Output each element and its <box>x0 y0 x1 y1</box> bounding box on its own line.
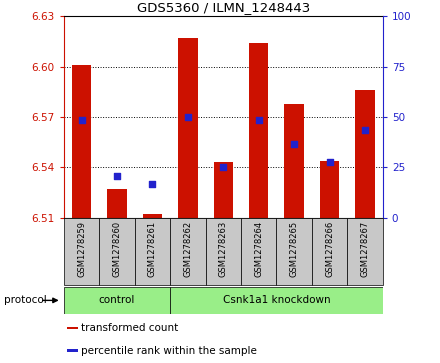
Text: GSM1278263: GSM1278263 <box>219 221 228 277</box>
Point <box>114 173 121 179</box>
Title: GDS5360 / ILMN_1248443: GDS5360 / ILMN_1248443 <box>137 1 310 14</box>
Bar <box>241 218 276 285</box>
Bar <box>178 38 198 218</box>
Point <box>326 159 333 165</box>
Text: protocol: protocol <box>4 295 47 305</box>
Point <box>255 118 262 123</box>
Bar <box>99 218 135 285</box>
Point <box>184 114 191 120</box>
Bar <box>72 65 91 218</box>
Bar <box>320 161 339 218</box>
Text: GSM1278265: GSM1278265 <box>290 221 299 277</box>
Text: GSM1278261: GSM1278261 <box>148 221 157 277</box>
Text: GSM1278264: GSM1278264 <box>254 221 263 277</box>
Text: percentile rank within the sample: percentile rank within the sample <box>81 346 257 356</box>
Bar <box>135 218 170 285</box>
Bar <box>356 90 375 218</box>
Text: GSM1278259: GSM1278259 <box>77 221 86 277</box>
Bar <box>170 287 383 314</box>
Bar <box>64 287 170 314</box>
Text: control: control <box>99 295 135 305</box>
Text: GSM1278260: GSM1278260 <box>113 221 121 277</box>
Text: GSM1278262: GSM1278262 <box>183 221 192 277</box>
Bar <box>312 218 347 285</box>
Point <box>291 141 298 147</box>
Text: transformed count: transformed count <box>81 323 178 333</box>
Bar <box>64 218 99 285</box>
Bar <box>205 218 241 285</box>
Point <box>362 127 369 133</box>
Bar <box>347 218 383 285</box>
Text: GSM1278267: GSM1278267 <box>360 221 370 277</box>
Bar <box>276 218 312 285</box>
Text: GSM1278266: GSM1278266 <box>325 221 334 277</box>
Text: Csnk1a1 knockdown: Csnk1a1 knockdown <box>223 295 330 305</box>
Bar <box>143 215 162 218</box>
Bar <box>67 350 77 352</box>
Point <box>220 164 227 170</box>
Point <box>149 181 156 187</box>
Bar <box>284 104 304 218</box>
Bar <box>67 327 77 329</box>
Bar <box>170 218 205 285</box>
Point <box>78 118 85 123</box>
Bar <box>107 189 127 218</box>
Bar <box>213 162 233 218</box>
Bar <box>249 43 268 218</box>
